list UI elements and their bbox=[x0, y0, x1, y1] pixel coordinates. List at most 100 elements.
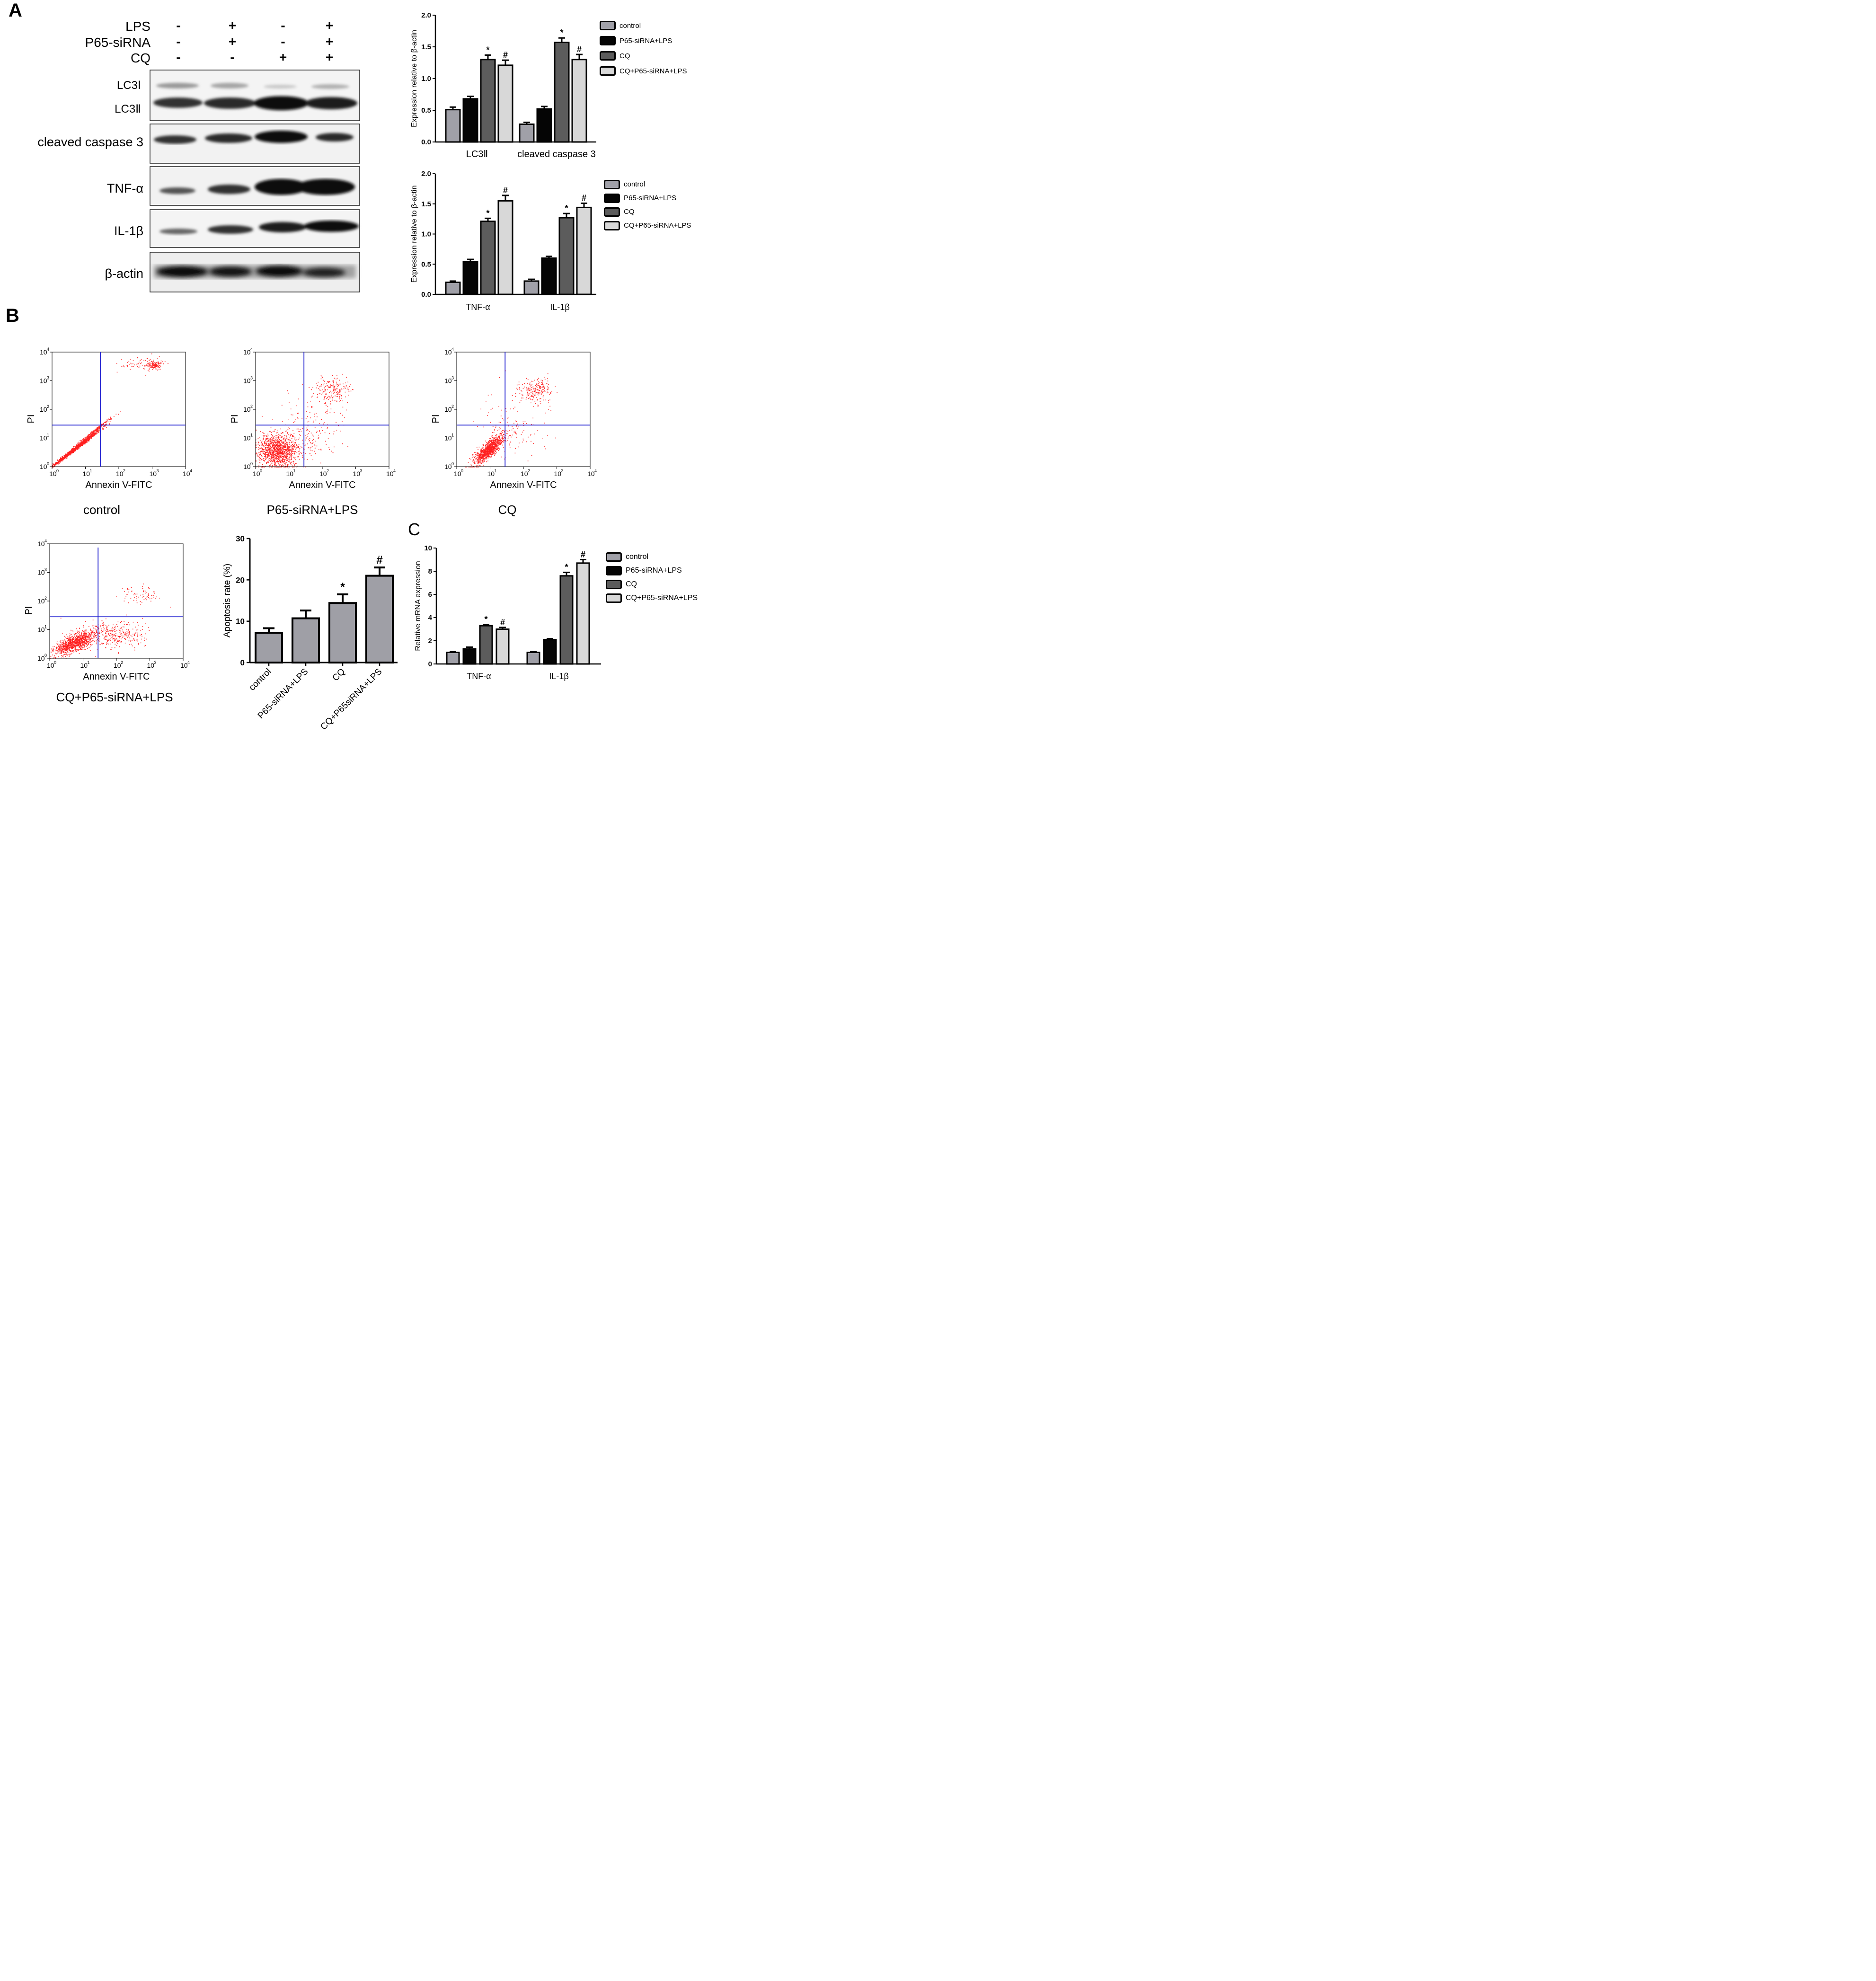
scatter-dot bbox=[266, 462, 267, 463]
scatter-dot bbox=[268, 449, 270, 450]
scatter-dot bbox=[280, 444, 281, 445]
scatter-dot bbox=[281, 457, 282, 458]
scatter-dot bbox=[279, 444, 280, 446]
scatter-dot bbox=[302, 455, 303, 457]
legend-chart2: control P65-siRNA+LPS CQ CQ+P65-siRNA+LP… bbox=[604, 177, 691, 232]
scatter-dot bbox=[76, 447, 77, 448]
scatter-dot bbox=[276, 445, 278, 446]
scatter-dot bbox=[324, 397, 325, 398]
scatter-dot bbox=[139, 362, 140, 363]
scatter-dot bbox=[96, 429, 97, 431]
scatter-dot bbox=[280, 449, 282, 450]
scatter-dot bbox=[261, 448, 262, 449]
scatter-dot bbox=[152, 362, 153, 363]
scatter-dot bbox=[261, 455, 262, 456]
scatter-dot bbox=[87, 439, 88, 440]
scatter-dot bbox=[323, 399, 325, 400]
scatter-dot bbox=[498, 436, 499, 438]
y-tick-exponent: 1 bbox=[47, 433, 49, 438]
scatter-dot bbox=[286, 449, 287, 450]
scatter-dot bbox=[288, 453, 289, 454]
scatter-dot bbox=[311, 389, 312, 390]
scatter-dot bbox=[487, 453, 489, 454]
scatter-dot bbox=[490, 440, 491, 441]
scatter-dot bbox=[288, 447, 289, 448]
scatter-dot bbox=[283, 445, 284, 447]
legend-item: CQ bbox=[606, 577, 698, 591]
scatter-dot bbox=[313, 393, 314, 394]
scatter-dot bbox=[262, 449, 263, 451]
scatter-dot bbox=[272, 449, 273, 451]
scatter-dot bbox=[482, 447, 484, 448]
scatter-dot bbox=[256, 429, 257, 431]
scatter-dot bbox=[281, 440, 282, 441]
scatter-dot bbox=[487, 448, 489, 449]
scatter-dot bbox=[486, 443, 487, 445]
scatter-dot bbox=[301, 453, 302, 454]
scatter-dot bbox=[472, 454, 474, 455]
scatter-dot bbox=[481, 454, 482, 455]
scatter-dot bbox=[494, 439, 495, 441]
scatter-dot bbox=[286, 454, 287, 455]
scatter-dot bbox=[286, 458, 287, 459]
scatter-dot bbox=[269, 451, 270, 452]
scatter-dot bbox=[288, 434, 289, 435]
scatter-dot bbox=[485, 445, 486, 447]
scatter-dot bbox=[474, 457, 475, 458]
scatter-dot bbox=[151, 367, 153, 368]
scatter-dot bbox=[320, 433, 321, 434]
scatter-dot bbox=[268, 461, 269, 462]
scatter-dot bbox=[269, 442, 270, 444]
scatter-dot bbox=[152, 364, 153, 366]
scatter-dot bbox=[327, 381, 328, 382]
scatter-dot bbox=[298, 431, 300, 432]
scatter-dot bbox=[345, 391, 346, 393]
scatter-dot bbox=[272, 446, 273, 447]
scatter-dot bbox=[475, 452, 476, 453]
scatter-dot bbox=[283, 438, 284, 439]
bar bbox=[523, 280, 540, 295]
scatter-dot bbox=[287, 390, 288, 391]
scatter-dot bbox=[294, 437, 296, 438]
scatter-dot bbox=[80, 440, 81, 441]
scatter-dot bbox=[492, 449, 493, 451]
scatter-dot bbox=[287, 458, 289, 460]
scatter-dot bbox=[274, 467, 275, 468]
scatter-dot bbox=[328, 381, 329, 382]
scatter-dot bbox=[493, 451, 494, 452]
scatter-dot bbox=[297, 417, 298, 418]
scatter-dot bbox=[496, 438, 497, 439]
scatter-dot bbox=[287, 467, 289, 468]
scatter-dot bbox=[470, 467, 471, 468]
scatter-dot bbox=[159, 367, 160, 368]
scatter-dot bbox=[497, 448, 498, 449]
scatter-dot bbox=[84, 442, 85, 443]
bar bbox=[480, 59, 496, 143]
scatter-dot bbox=[156, 365, 157, 366]
scatter-dot bbox=[502, 432, 503, 433]
scatter-dot bbox=[90, 433, 91, 434]
scatter-dot bbox=[64, 455, 65, 457]
scatter-dot bbox=[277, 448, 278, 450]
scatter-dot bbox=[62, 460, 63, 461]
scatter-dot bbox=[77, 449, 79, 450]
scatter-dot bbox=[286, 446, 288, 448]
scatter-dot bbox=[60, 460, 61, 461]
scatter-dot bbox=[292, 444, 293, 445]
scatter-dot bbox=[264, 435, 265, 436]
scatter-dot bbox=[283, 448, 284, 450]
scatter-dot bbox=[152, 366, 153, 367]
scatter-dot bbox=[479, 453, 480, 455]
scatter-dot bbox=[65, 456, 66, 457]
scatter-dot bbox=[342, 415, 343, 416]
scatter-dot bbox=[490, 443, 491, 445]
bar bbox=[526, 652, 540, 665]
scatter-dot bbox=[61, 460, 62, 461]
scatter-dot bbox=[543, 386, 545, 388]
scatter-dot bbox=[487, 446, 488, 447]
scatter-dot bbox=[262, 464, 263, 465]
scatter-dot bbox=[491, 452, 493, 453]
scatter-dot bbox=[498, 442, 500, 443]
scatter-dot bbox=[333, 393, 334, 394]
scatter-dot bbox=[282, 460, 283, 461]
